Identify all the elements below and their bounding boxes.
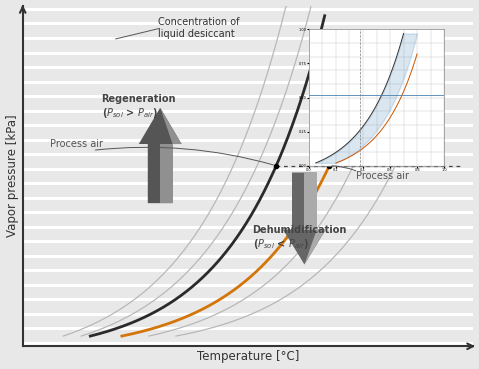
Polygon shape <box>139 108 182 203</box>
Polygon shape <box>160 144 172 203</box>
Text: Concentration of
liquid desiccant: Concentration of liquid desiccant <box>158 17 240 39</box>
Polygon shape <box>304 173 317 230</box>
Text: Dehumidification
($P_{sol}$ < $P_{air}$): Dehumidification ($P_{sol}$ < $P_{air}$) <box>252 225 347 251</box>
Polygon shape <box>304 230 326 265</box>
Polygon shape <box>160 108 182 144</box>
Text: Process air: Process air <box>356 171 409 181</box>
Y-axis label: Vapor pressure [kPa]: Vapor pressure [kPa] <box>6 115 19 237</box>
Text: Process air: Process air <box>50 138 103 149</box>
Text: Regeneration
($P_{sol}$ > $P_{air}$): Regeneration ($P_{sol}$ > $P_{air}$) <box>102 94 176 120</box>
X-axis label: Temperature [°C]: Temperature [°C] <box>197 351 299 363</box>
Polygon shape <box>283 173 326 265</box>
